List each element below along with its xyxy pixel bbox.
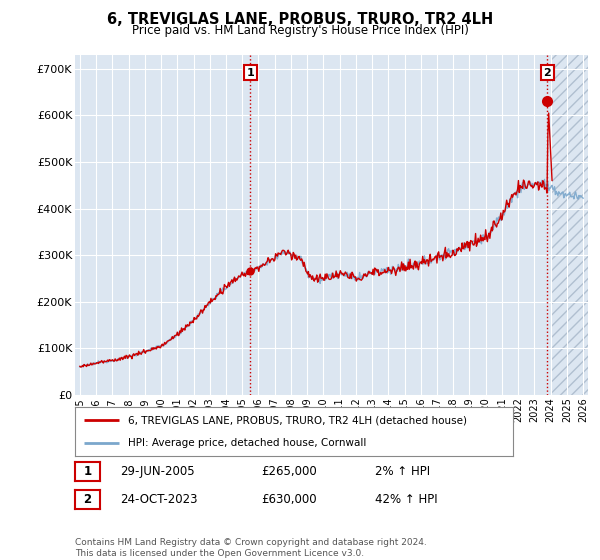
Text: Contains HM Land Registry data © Crown copyright and database right 2024.
This d: Contains HM Land Registry data © Crown c… [75,538,427,558]
Text: 6, TREVIGLAS LANE, PROBUS, TRURO, TR2 4LH: 6, TREVIGLAS LANE, PROBUS, TRURO, TR2 4L… [107,12,493,27]
Text: 2: 2 [544,68,551,78]
Text: 42% ↑ HPI: 42% ↑ HPI [375,493,437,506]
Text: 29-JUN-2005: 29-JUN-2005 [120,465,194,478]
Text: 6, TREVIGLAS LANE, PROBUS, TRURO, TR2 4LH (detached house): 6, TREVIGLAS LANE, PROBUS, TRURO, TR2 4L… [128,416,467,426]
Text: 1: 1 [247,68,254,78]
Bar [552,55,591,395]
Text: 1: 1 [83,465,92,478]
Bar [552,55,591,395]
Text: 2: 2 [83,493,92,506]
Text: Price paid vs. HM Land Registry's House Price Index (HPI): Price paid vs. HM Land Registry's House … [131,24,469,37]
Text: 24-OCT-2023: 24-OCT-2023 [120,493,197,506]
Text: £630,000: £630,000 [261,493,317,506]
Text: HPI: Average price, detached house, Cornwall: HPI: Average price, detached house, Corn… [128,438,366,448]
Text: £265,000: £265,000 [261,465,317,478]
Text: 2% ↑ HPI: 2% ↑ HPI [375,465,430,478]
